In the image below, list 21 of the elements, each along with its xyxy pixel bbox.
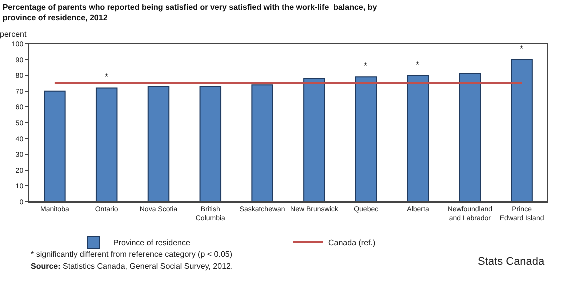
bar — [511, 59, 533, 202]
source-note: Source: Statistics Canada, General Social Survey, 2012. — [31, 262, 234, 271]
bar — [252, 84, 274, 202]
text: * significantly different from reference category (p < 0.05) — [31, 250, 233, 259]
bar — [96, 88, 118, 202]
bar — [148, 86, 170, 202]
bar — [407, 75, 430, 202]
bar — [304, 78, 326, 202]
text: Stats Canada — [478, 256, 546, 268]
y-axis-title: percent — [0, 30, 28, 39]
chart-title: Percentage of parents who reported being satisfied or very satisfied with the work-life balance, by province of residence, 2012 — [2, 3, 378, 22]
bar — [200, 86, 222, 202]
annotation: * — [416, 60, 420, 70]
bar — [355, 76, 378, 202]
legend-label: Canada (ref.) — [328, 238, 376, 248]
annotation: * — [364, 61, 368, 71]
annotation: * — [105, 72, 109, 82]
annotation: * — [520, 44, 524, 54]
bar — [44, 90, 66, 202]
legend-label: Province of residence — [114, 238, 191, 248]
bar — [459, 74, 482, 202]
